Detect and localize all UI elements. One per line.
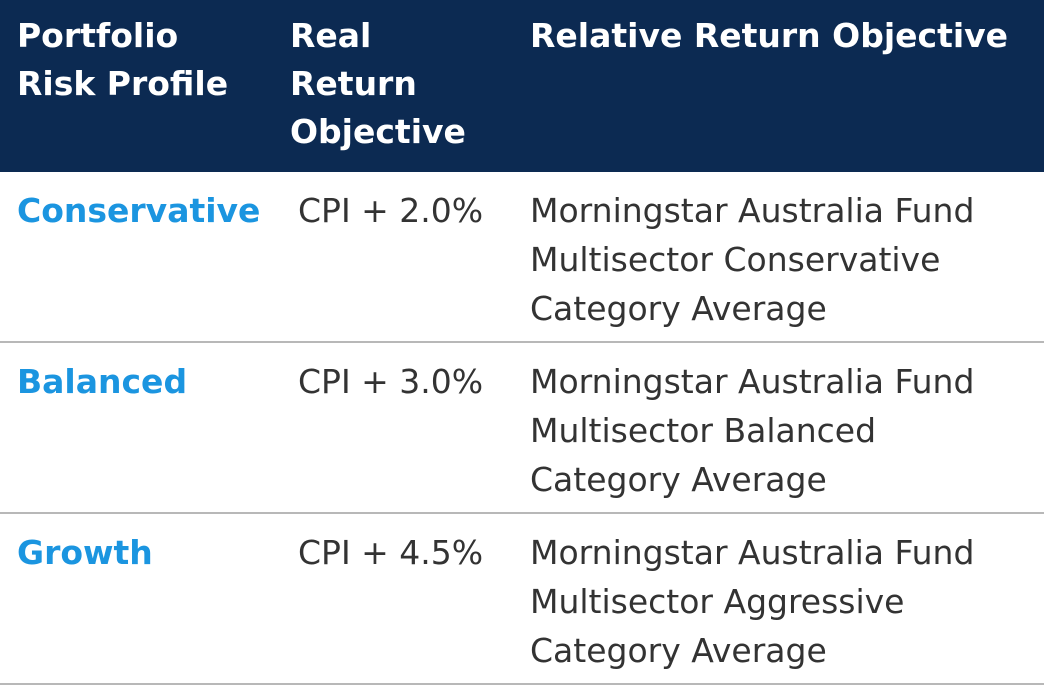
relative-return-value: Morningstar Australia Fund Multisector C… xyxy=(512,172,1044,343)
table-row: Conservative CPI + 2.0% Morningstar Aust… xyxy=(0,172,1044,343)
real-return-value: CPI + 3.0% xyxy=(268,342,512,514)
profile-name: Growth xyxy=(0,513,268,685)
table-row: Balanced CPI + 3.0% Morningstar Australi… xyxy=(0,342,1044,514)
header-real-return-objective: Real Return Objective xyxy=(290,16,466,151)
relative-return-value: Morningstar Australia Fund Multisector B… xyxy=(512,342,1044,514)
table-row: Growth CPI + 4.5% Morningstar Australia … xyxy=(0,513,1044,685)
table-header-row: Portfolio Risk Profile Real Return Objec… xyxy=(0,0,1044,172)
profile-name: Balanced xyxy=(0,342,268,514)
real-return-value: CPI + 4.5% xyxy=(268,513,512,685)
header-portfolio-risk-profile: Portfolio Risk Profile xyxy=(17,16,229,103)
relative-return-value: Morningstar Australia Fund Multisector A… xyxy=(512,513,1044,685)
real-return-value: CPI + 2.0% xyxy=(268,172,512,343)
header-relative-return-objective: Relative Return Objective xyxy=(530,16,1009,55)
profile-name: Conservative xyxy=(0,172,268,343)
